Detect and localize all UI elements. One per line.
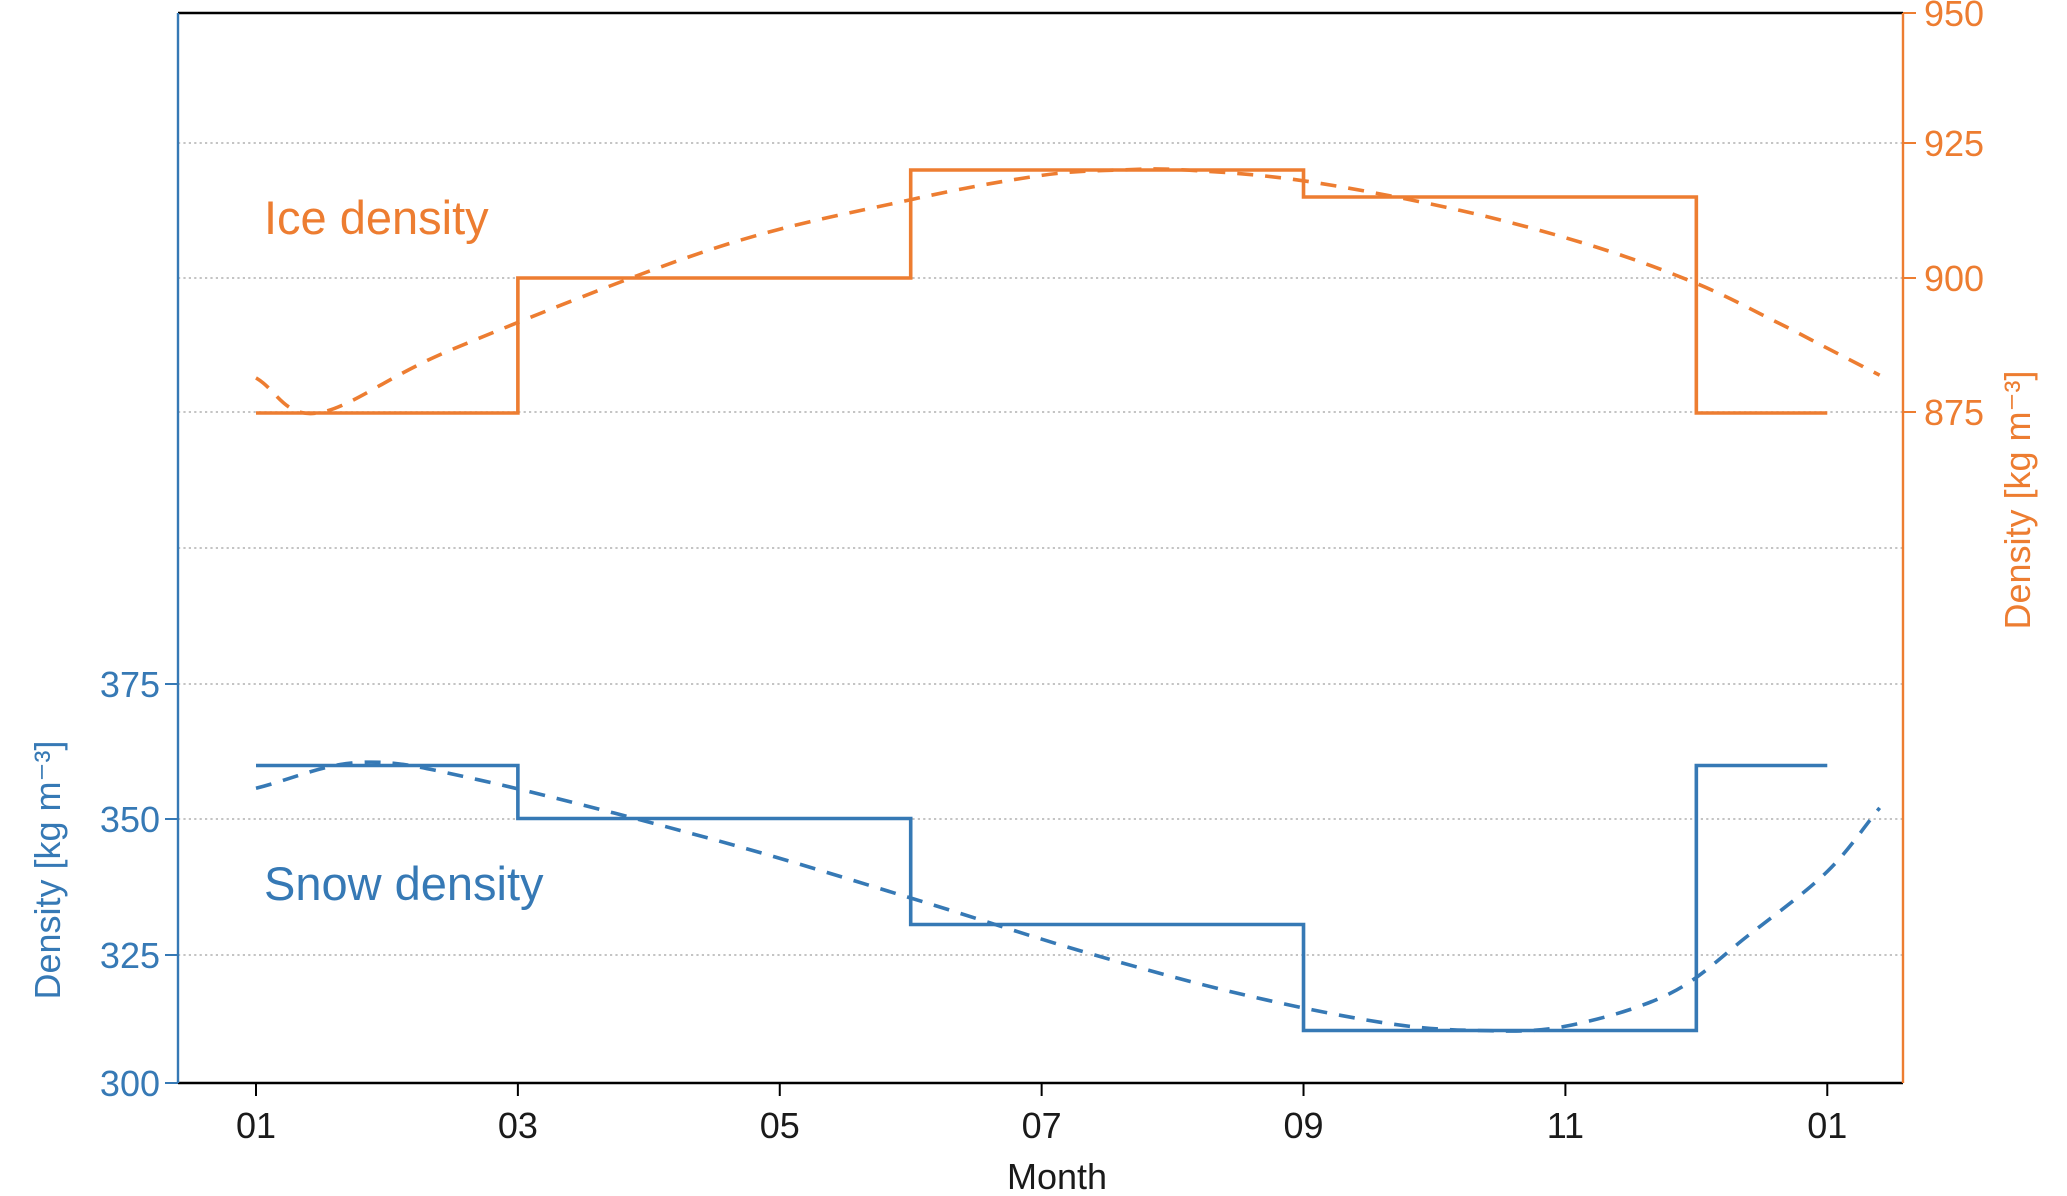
svg-text:350: 350 (100, 799, 160, 840)
svg-text:07: 07 (1022, 1105, 1062, 1146)
svg-text:Ice density: Ice density (264, 191, 489, 244)
svg-text:01: 01 (236, 1105, 276, 1146)
svg-text:925: 925 (1924, 123, 1984, 164)
svg-text:325: 325 (100, 935, 160, 976)
svg-text:Density [kg m⁻³]: Density [kg m⁻³] (27, 740, 68, 999)
svg-text:11: 11 (1547, 1105, 1584, 1146)
svg-text:03: 03 (498, 1105, 538, 1146)
svg-text:Snow density: Snow density (264, 857, 544, 910)
svg-text:375: 375 (100, 664, 160, 705)
svg-text:300: 300 (100, 1063, 160, 1104)
svg-text:875: 875 (1924, 392, 1984, 433)
svg-text:Month: Month (1007, 1156, 1107, 1196)
svg-text:09: 09 (1283, 1105, 1323, 1146)
svg-text:05: 05 (760, 1105, 800, 1146)
svg-text:900: 900 (1924, 258, 1984, 299)
svg-text:Density [kg m⁻³]: Density [kg m⁻³] (1997, 370, 2038, 629)
svg-text:950: 950 (1924, 0, 1984, 34)
svg-text:01: 01 (1807, 1105, 1847, 1146)
